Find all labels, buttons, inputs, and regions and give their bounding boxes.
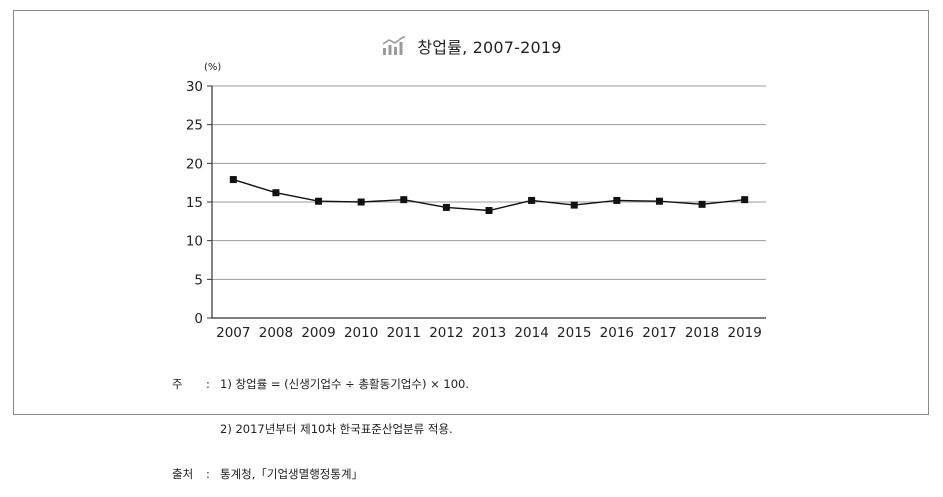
- x-tick-label-2007: 2007: [216, 325, 250, 341]
- data-point-2013: [485, 207, 493, 215]
- x-tick-label-2012: 2012: [429, 325, 463, 341]
- x-tick-label-2014: 2014: [514, 325, 548, 341]
- data-point-2011: [400, 196, 408, 204]
- note-line-2: 2) 2017년부터 제10차 한국표준산업분류 적용.: [172, 422, 469, 437]
- x-tick-labels: 2007 2008 2009 2010 2011 2012 2013 2014 2015 2016…: [216, 325, 762, 341]
- y-tick-label-5: 5: [194, 272, 203, 288]
- chart-title: 창업률, 2007-2019: [417, 38, 562, 57]
- data-point-2010: [357, 198, 365, 206]
- chart-title-row: 창업률, 2007-2019: [0, 34, 943, 58]
- x-tick-label-2018: 2018: [685, 325, 719, 341]
- y-tick-labels: 0 5 10 15 20 25 30: [186, 79, 203, 327]
- data-point-2014: [528, 196, 536, 204]
- chart-frame: [13, 10, 929, 415]
- data-point-2017: [655, 197, 663, 205]
- data-point-2016: [613, 196, 621, 204]
- y-axis-unit-label: (%): [204, 62, 221, 73]
- series-line-layer: [233, 178, 745, 212]
- data-point-2015: [570, 201, 578, 209]
- line-chart: 0 5 10 15 20 25 30 2007 2008 2009 2010 2011 2012 201…: [186, 62, 766, 341]
- x-tick-label-2009: 2009: [301, 325, 335, 341]
- x-tick-label-2019: 2019: [728, 325, 762, 341]
- data-point-2012: [442, 203, 450, 211]
- source-line: 출처: 통계청,「기업생멸행정통계」: [172, 467, 364, 481]
- data-point-2009: [315, 197, 323, 205]
- x-tick-label-2008: 2008: [259, 325, 293, 341]
- y-tick-label-10: 10: [186, 234, 203, 250]
- x-tick-label-2013: 2013: [472, 325, 506, 341]
- data-point-2007: [229, 176, 237, 184]
- source-label: 출처: [172, 467, 194, 481]
- marker-layer: [229, 176, 749, 215]
- note-1: 1) 창업률 = (신생기업수 ÷ 총활동기업수) × 100.: [220, 377, 469, 391]
- notes-block: 주: 1) 창업률 = (신생기업수 ÷ 총활동기업수) × 100. 2) 2…: [172, 347, 469, 497]
- y-tick-label-0: 0: [194, 311, 203, 327]
- y-tick-label-30: 30: [186, 79, 203, 95]
- y-tick-label-15: 15: [186, 195, 203, 211]
- note-line-1: 주: 1) 창업률 = (신생기업수 ÷ 총활동기업수) × 100.: [172, 377, 469, 391]
- x-tick-label-2010: 2010: [344, 325, 378, 341]
- gridlines: [207, 85, 766, 319]
- source-text: 통계청,「기업생멸행정통계」: [220, 467, 364, 481]
- data-point-2008: [272, 189, 280, 197]
- x-tick-label-2017: 2017: [642, 325, 676, 341]
- series-line-0: [233, 178, 745, 212]
- y-tick-label-25: 25: [186, 118, 203, 134]
- note-label: 주: [172, 377, 183, 391]
- data-point-2018: [698, 200, 706, 208]
- x-tick-label-2011: 2011: [387, 325, 421, 341]
- x-tick-label-2015: 2015: [557, 325, 591, 341]
- data-point-2019: [741, 196, 749, 204]
- x-tick-label-2016: 2016: [600, 325, 634, 341]
- note-2: 2) 2017년부터 제10차 한국표준산업분류 적용.: [220, 422, 453, 436]
- y-tick-label-20: 20: [186, 156, 203, 172]
- bar-chart-trend-icon: [382, 36, 406, 55]
